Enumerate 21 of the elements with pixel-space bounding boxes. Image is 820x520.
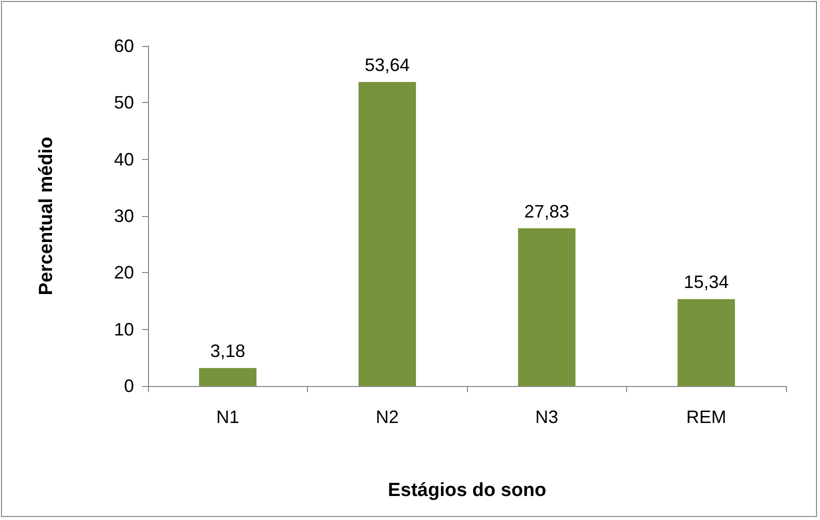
bar [199,368,256,386]
y-tick-label: 0 [124,376,134,396]
x-tick-label: N1 [216,407,240,427]
x-tick-label: N3 [535,407,558,427]
y-axis-title: Percentual médio [36,136,57,296]
x-axis-title: Estágios do sono [388,480,546,501]
y-tick-label: 60 [114,36,134,56]
data-label: 3,18 [210,340,246,361]
y-tick-label: 40 [114,149,134,170]
y-tick-label: 10 [114,319,134,340]
y-tick-label: 50 [114,92,134,113]
x-tick-label: REM [686,407,726,427]
y-tick-label: 30 [114,206,134,226]
bar [518,228,576,386]
y-tick-label: 20 [114,262,134,283]
data-label: 53,64 [364,55,410,76]
bar [358,82,416,386]
data-label: 27,83 [524,201,570,222]
x-tick-label: N2 [376,407,399,427]
bar [678,299,735,386]
data-label: 15,34 [684,272,729,292]
